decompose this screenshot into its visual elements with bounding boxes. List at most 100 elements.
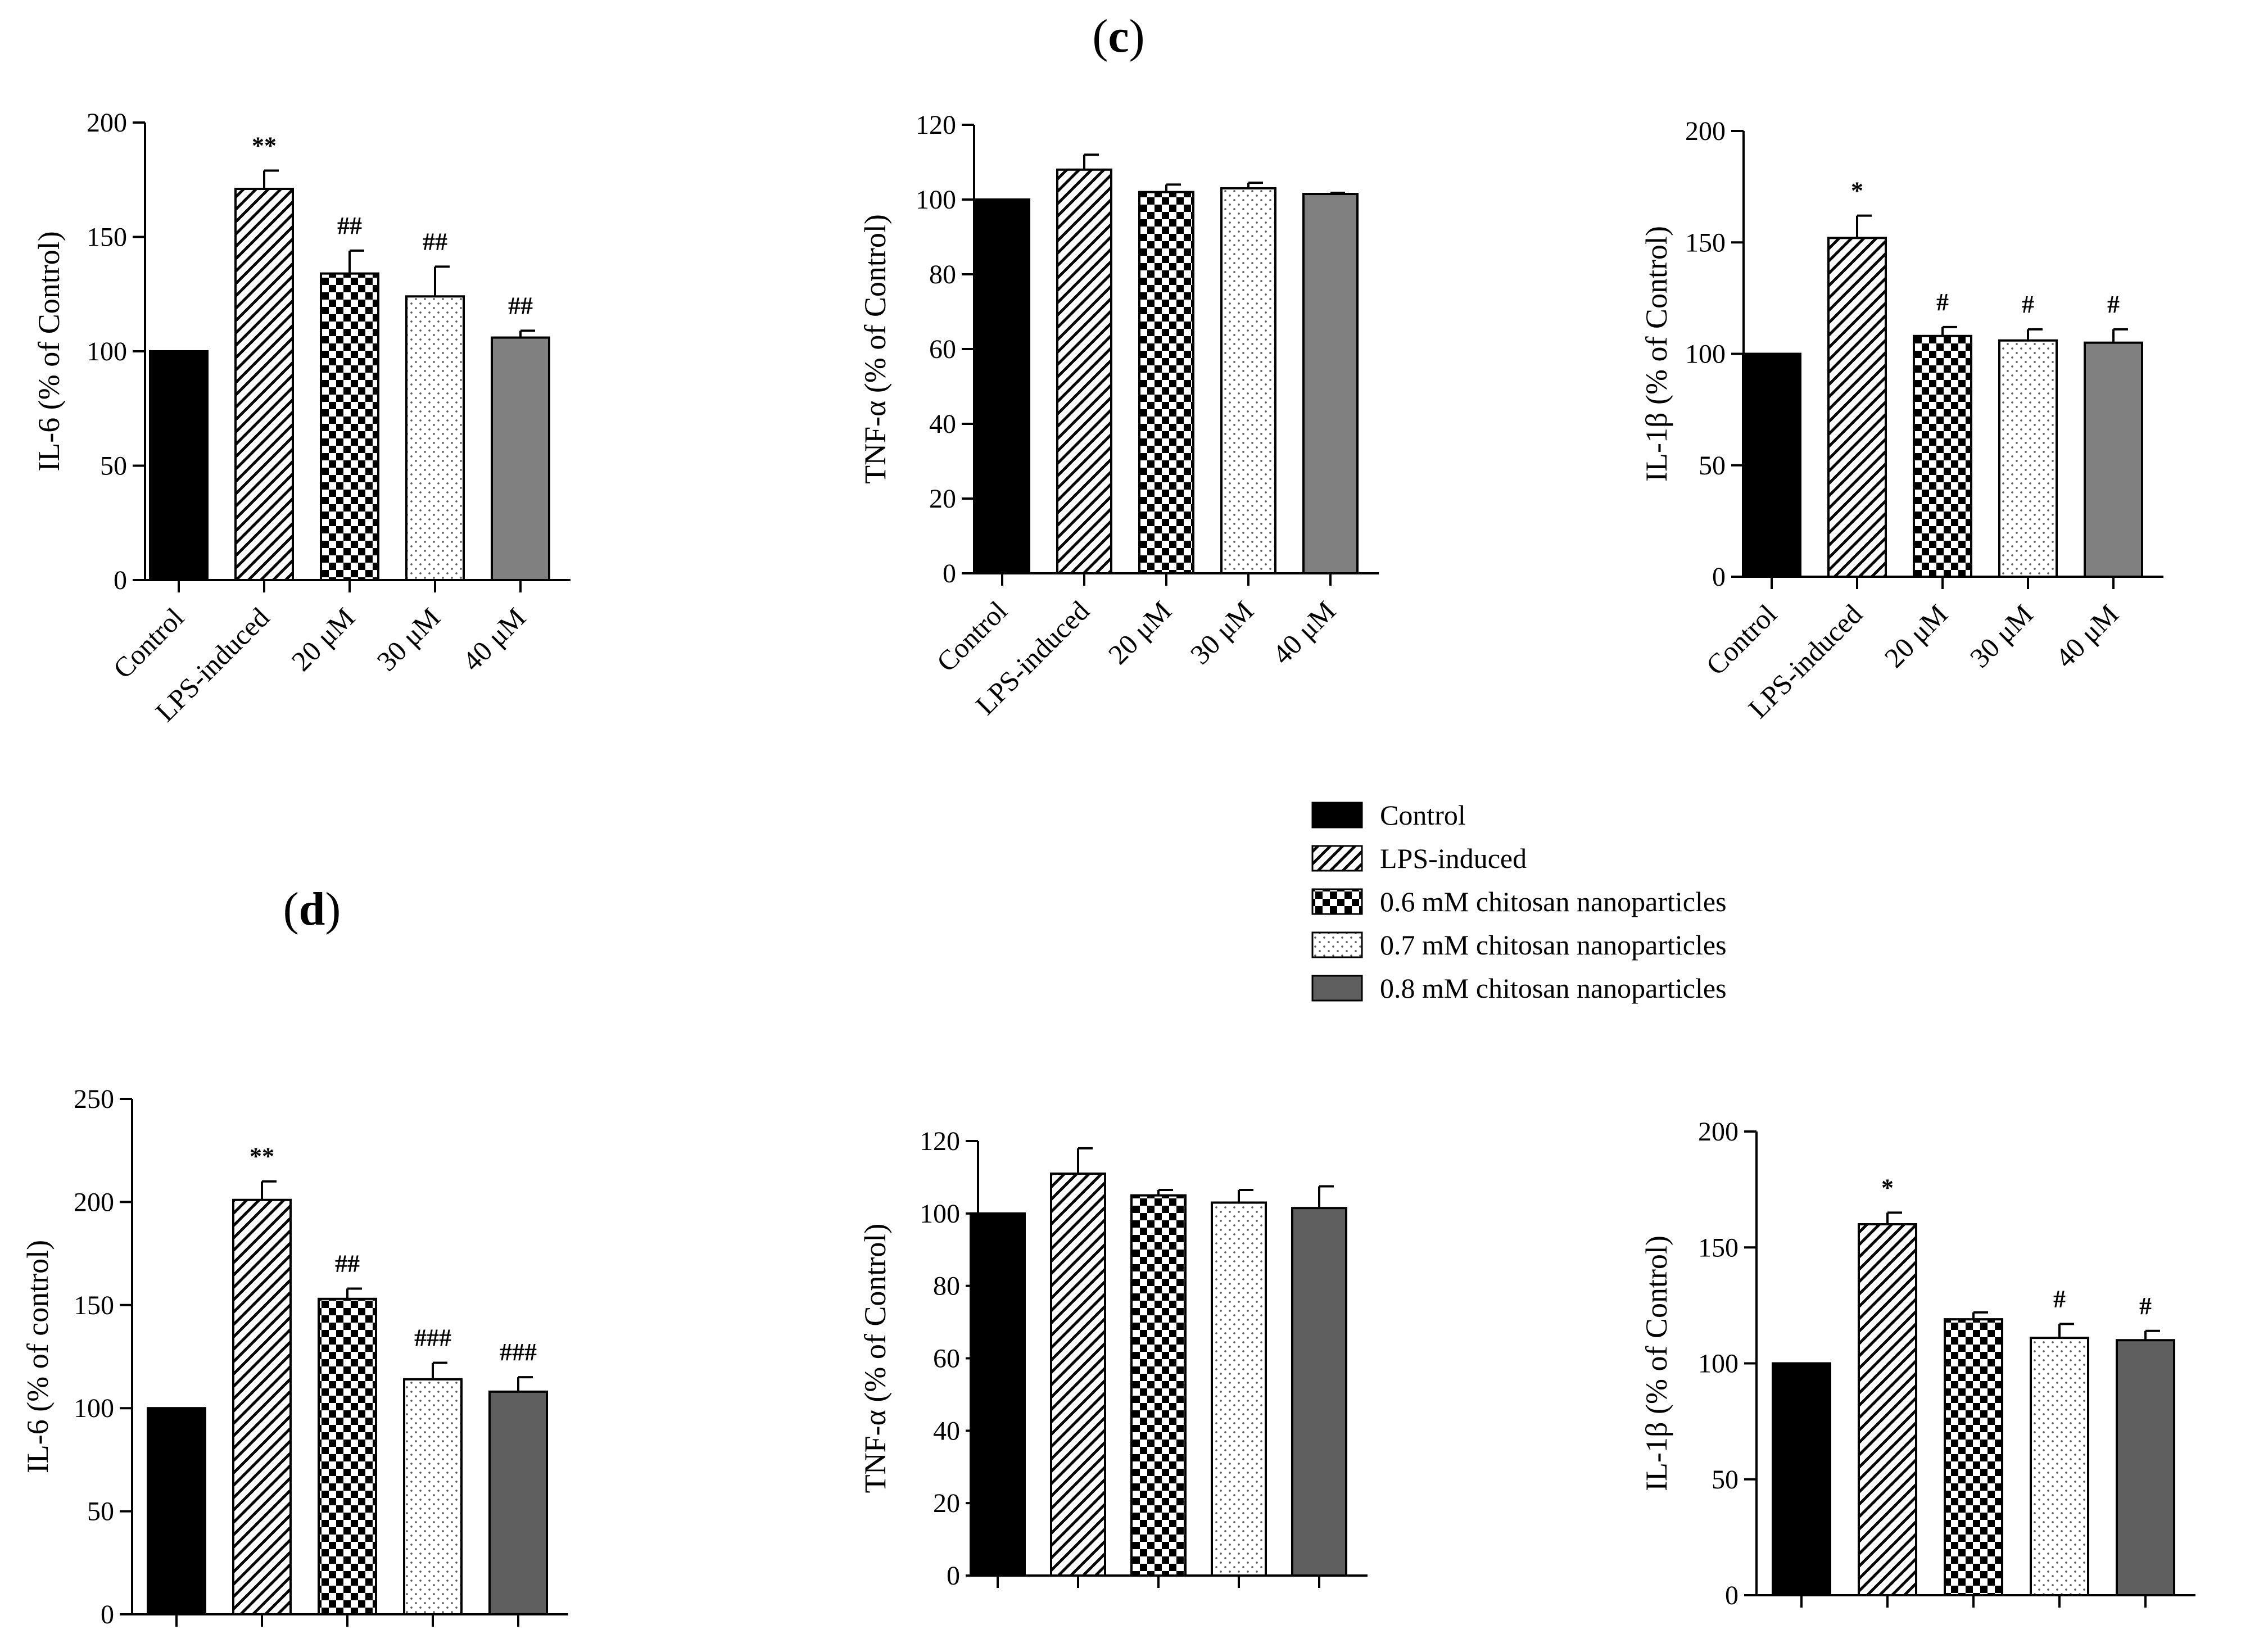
- x-category-label: Control: [1700, 598, 1783, 681]
- bar: [147, 1407, 206, 1615]
- significance-label: *: [1851, 177, 1863, 205]
- significance-label: ##: [337, 212, 362, 239]
- x-category-label: Control: [107, 601, 190, 685]
- significance-label: ###: [500, 1338, 537, 1366]
- significance-label: ###: [414, 1324, 451, 1352]
- bar: [318, 1297, 377, 1615]
- y-axis-label: IL-1β (% of Control): [1640, 1235, 1673, 1491]
- x-category-label: 20 μM: [1878, 598, 1954, 673]
- y-tick-label: 100: [1698, 1349, 1739, 1379]
- significance-label: #: [2053, 1285, 2066, 1312]
- x-category-label: 40 μM: [456, 601, 532, 677]
- x-category-label: 30 μM: [1184, 595, 1260, 670]
- bar: [234, 188, 294, 581]
- bar: [1056, 168, 1112, 574]
- y-tick-label: 50: [87, 1497, 114, 1527]
- y-tick-label: 0: [947, 1561, 960, 1591]
- y-tick-label: 200: [1685, 116, 1726, 146]
- bar: [403, 1378, 463, 1615]
- legend-label-0-6mm: 0.6 mM chitosan nanoparticles: [1380, 886, 1727, 917]
- significance-label: #: [2107, 291, 2120, 318]
- x-category-label: 30 μM: [371, 601, 446, 677]
- bar: [970, 1212, 1026, 1577]
- significance-label: ##: [508, 292, 533, 319]
- x-category-label: 20 μM: [1102, 595, 1178, 670]
- bar: [1827, 237, 1887, 578]
- y-axis-label: TNF-α (% of Control): [858, 214, 892, 484]
- y-tick-label: 100: [916, 185, 956, 215]
- bar: [1998, 339, 2058, 578]
- chart-d-il1b: 0 50 100 150 200 IL-1β (% of Control) * # #: [1640, 1117, 2195, 1610]
- significance-label: ##: [335, 1250, 360, 1277]
- chart-c-il1b: 0 50 100 150 200 IL-1β (% of Control) Control *…: [1640, 116, 2163, 724]
- bar: [1944, 1318, 2003, 1596]
- y-axis-label: TNF-α (% of Control): [858, 1224, 892, 1493]
- y-tick-label: 60: [933, 1344, 960, 1374]
- significance-label: #: [2022, 291, 2034, 318]
- panel-label-d: (d): [283, 883, 341, 935]
- y-tick-label: 60: [929, 334, 956, 364]
- y-tick-label: 20: [929, 484, 956, 514]
- bar: [405, 295, 465, 581]
- legend-swatch-0-8mm: [1311, 975, 1363, 1002]
- y-tick-label: 100: [87, 337, 127, 366]
- bar: [149, 350, 209, 581]
- bar: [488, 1390, 548, 1615]
- y-tick-label: 250: [74, 1084, 114, 1114]
- bar: [1772, 1362, 1831, 1596]
- bar: [1302, 193, 1359, 574]
- significance-label: #: [1936, 288, 1949, 316]
- y-axis-label: IL-6 (% of control): [21, 1240, 55, 1473]
- bar: [1913, 334, 1972, 578]
- y-tick-label: 0: [114, 565, 127, 595]
- bar: [1138, 191, 1194, 574]
- panel-label-c-letter: c: [1108, 10, 1129, 62]
- y-tick-label: 80: [933, 1271, 960, 1301]
- chart-d-tnf: 0 20 40 60 80 100 120 TNF-α (% of Control): [858, 1126, 1368, 1591]
- bar: [1220, 187, 1276, 574]
- y-tick-label: 0: [1712, 562, 1726, 592]
- bar: [1291, 1207, 1347, 1577]
- y-tick-label: 40: [929, 409, 956, 439]
- chart-c-tnf: 0 20 40 60 80 100 120 TNF-α (% of Control) Contr…: [858, 110, 1379, 721]
- y-axis-label: IL-1β (% of Control): [1640, 226, 1673, 482]
- y-tick-label: 0: [1725, 1581, 1739, 1610]
- bar: [2084, 341, 2143, 578]
- y-tick-label: 50: [100, 451, 127, 481]
- significance-label: #: [2139, 1292, 2152, 1320]
- panel-label-d-letter: d: [299, 883, 325, 935]
- legend-label-0-8mm: 0.8 mM chitosan nanoparticles: [1380, 972, 1727, 1004]
- legend-swatch-control: [1311, 802, 1363, 829]
- legend-swatch-0-6mm: [1311, 888, 1363, 915]
- bar: [1050, 1172, 1106, 1577]
- panel-label-c: (c): [1092, 10, 1144, 62]
- y-tick-label: 0: [943, 559, 956, 589]
- y-tick-label: 150: [1698, 1233, 1739, 1262]
- x-category-label: 20 μM: [286, 601, 361, 677]
- legend: Control LPS-induced 0.6 mM chitosan nano…: [1311, 799, 1727, 1004]
- y-tick-label: 20: [933, 1488, 960, 1518]
- significance-label: ##: [423, 228, 447, 255]
- x-category-label: 40 μM: [2049, 598, 2125, 673]
- bar: [1211, 1201, 1267, 1577]
- bar: [2116, 1339, 2175, 1596]
- y-tick-label: 50: [1712, 1465, 1739, 1495]
- x-category-label: 40 μM: [1266, 595, 1342, 670]
- significance-label: *: [1881, 1174, 1894, 1201]
- legend-swatch-0-7mm: [1311, 931, 1363, 958]
- bar: [2030, 1337, 2089, 1596]
- x-category-label: 30 μM: [1964, 598, 2039, 673]
- bar: [1742, 352, 1801, 578]
- bar: [320, 272, 379, 581]
- significance-label: **: [250, 1143, 274, 1170]
- y-tick-label: 200: [1698, 1117, 1739, 1147]
- y-tick-label: 120: [920, 1126, 960, 1156]
- y-tick-label: 0: [101, 1600, 114, 1630]
- y-tick-label: 50: [1699, 451, 1726, 481]
- y-tick-label: 150: [74, 1291, 114, 1320]
- y-tick-label: 40: [933, 1416, 960, 1446]
- bar: [1130, 1194, 1187, 1577]
- bar: [491, 336, 550, 582]
